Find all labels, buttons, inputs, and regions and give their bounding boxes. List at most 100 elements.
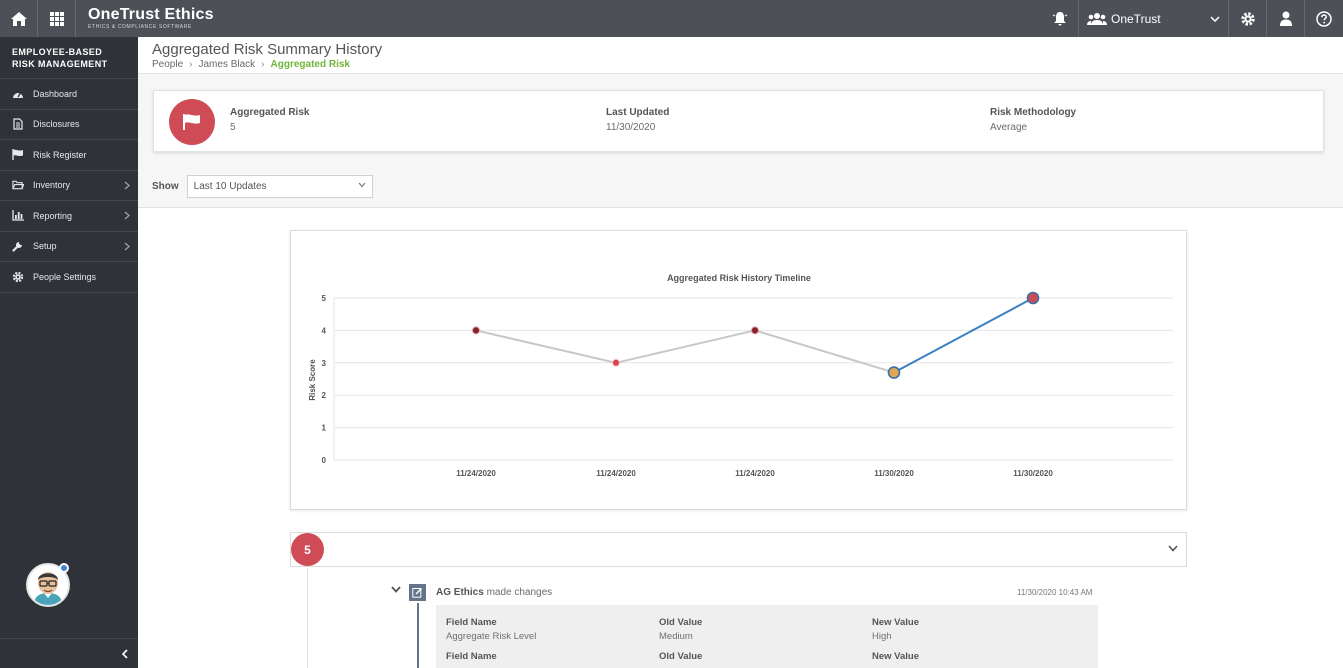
new-value-header: New Value — [872, 617, 919, 628]
field-name-value: Aggregate Risk Level — [446, 631, 537, 642]
sidebar: EMPLOYEE-BASED RISK MANAGEMENT Dashboard… — [0, 37, 138, 668]
brand-logo[interactable]: OneTrust Ethics ETHICS & COMPLIANCE SOFT… — [76, 0, 214, 37]
chart-y-tick-label: 4 — [322, 326, 327, 335]
sidebar-collapse-button[interactable] — [0, 638, 138, 668]
risk-flag-badge — [169, 99, 215, 145]
chevron-left-icon — [121, 648, 128, 659]
field-name-header: Field Name — [446, 651, 497, 662]
home-button[interactable] — [0, 0, 38, 37]
assistant-avatar[interactable] — [26, 563, 70, 607]
home-icon — [10, 11, 27, 26]
breadcrumb-separator-icon: › — [189, 59, 193, 70]
gear-icon — [1240, 11, 1255, 26]
flag-icon — [183, 114, 200, 130]
risk-methodology-label: Risk Methodology — [990, 107, 1077, 118]
entry-timeline-line — [417, 603, 419, 668]
header-divider — [138, 73, 1343, 74]
breadcrumb: People › James Black › Aggregated Risk — [152, 59, 350, 70]
dashboard-icon — [12, 88, 24, 100]
chart-y-tick-label: 5 — [322, 294, 327, 303]
history-entry-title: AG Ethics made changes — [436, 587, 552, 598]
new-value: High — [872, 631, 892, 642]
chevron-right-icon — [124, 242, 130, 250]
risk-history-chart-card: Aggregated Risk History Timeline Risk Sc… — [290, 230, 1187, 510]
section-divider — [138, 207, 1343, 208]
brand-name: OneTrust Ethics — [88, 6, 214, 23]
chevron-down-icon[interactable] — [1168, 545, 1178, 552]
show-label: Show — [152, 181, 179, 192]
chevron-down-icon — [1210, 15, 1220, 22]
chart-history-line — [475, 329, 895, 374]
chart-x-tick-label: 11/24/2020 — [735, 469, 775, 478]
old-value: Medium — [659, 631, 693, 642]
breadcrumb-separator-icon: › — [261, 59, 265, 70]
breadcrumb-person[interactable]: James Black — [198, 59, 256, 70]
chart-y-tick-label: 2 — [322, 391, 327, 400]
chart-x-tick-label: 11/30/2020 — [874, 469, 914, 478]
top-bar: OneTrust Ethics ETHICS & COMPLIANCE SOFT… — [0, 0, 1343, 37]
main-content: Aggregated Risk Summary History People ›… — [138, 37, 1343, 668]
sidebar-item-dashboard[interactable]: Dashboard — [0, 79, 138, 110]
risk-methodology-value: Average — [990, 122, 1028, 133]
flag-icon — [12, 149, 24, 161]
sidebar-item-disclosures[interactable]: Disclosures — [0, 110, 138, 140]
sidebar-item-risk-register[interactable]: Risk Register — [0, 140, 138, 171]
brand-subtitle: ETHICS & COMPLIANCE SOFTWARE — [88, 24, 192, 30]
change-row: Field Name Old Value New Value — [446, 651, 1096, 668]
help-button[interactable] — [1305, 0, 1343, 37]
sidebar-item-people-settings[interactable]: People Settings — [0, 262, 138, 293]
settings-button[interactable] — [1229, 0, 1267, 37]
breadcrumb-current: Aggregated Risk — [270, 59, 350, 70]
chart-data-point[interactable] — [887, 366, 901, 379]
last-updated-label: Last Updated — [606, 107, 670, 118]
bar-chart-icon — [12, 210, 24, 222]
show-selected-value: Last 10 Updates — [193, 181, 267, 192]
assistant-face-icon — [28, 565, 68, 605]
chevron-down-icon — [358, 182, 366, 188]
history-group-header[interactable] — [290, 532, 1187, 567]
bell-icon — [1052, 11, 1067, 25]
chart-data-point[interactable] — [1026, 291, 1040, 305]
entry-timestamp: 11/30/2020 10:43 AM — [1017, 588, 1093, 597]
show-filter: Show Last 10 Updates — [152, 175, 373, 198]
sidebar-item-label: Risk Register — [33, 149, 87, 160]
aggregated-risk-field: Aggregated Risk 5 — [230, 107, 309, 133]
aggregated-risk-value: 5 — [230, 122, 236, 133]
chart-data-point[interactable] — [751, 326, 759, 335]
breadcrumb-people[interactable]: People — [152, 59, 184, 70]
chart-x-tick-label: 11/24/2020 — [596, 469, 636, 478]
sidebar-item-label: People Settings — [33, 271, 97, 282]
chevron-right-icon — [124, 181, 130, 189]
sidebar-item-label: Inventory — [33, 180, 71, 191]
aggregated-risk-label: Aggregated Risk — [230, 107, 310, 118]
help-icon — [1316, 10, 1332, 27]
sidebar-item-reporting[interactable]: Reporting — [0, 201, 138, 232]
chart-y-tick-label: 3 — [322, 359, 327, 368]
sidebar-item-inventory[interactable]: Inventory — [0, 171, 138, 201]
timeline-line — [307, 568, 308, 668]
sidebar-item-label: Reporting — [33, 210, 73, 221]
grid-icon — [49, 11, 64, 26]
assistant-status-dot — [59, 563, 69, 573]
notifications-button[interactable] — [1041, 0, 1079, 37]
apps-grid-button[interactable] — [38, 0, 76, 37]
org-switcher[interactable]: OneTrust — [1079, 0, 1229, 37]
profile-button[interactable] — [1267, 0, 1305, 37]
sidebar-title: EMPLOYEE-BASED RISK MANAGEMENT — [0, 37, 138, 79]
new-value-header: New Value — [872, 651, 919, 662]
chevron-down-icon[interactable] — [391, 586, 401, 593]
gear-icon — [12, 271, 24, 283]
field-name-header: Field Name — [446, 617, 497, 628]
risk-methodology-field: Risk Methodology Average — [990, 107, 1076, 133]
page-title: Aggregated Risk Summary History — [152, 41, 383, 58]
show-updates-select[interactable]: Last 10 Updates — [186, 175, 373, 198]
chart-data-point[interactable] — [612, 358, 620, 367]
user-icon — [1279, 11, 1292, 26]
sidebar-item-setup[interactable]: Setup — [0, 232, 138, 262]
folder-icon — [12, 179, 24, 191]
chart-data-point[interactable] — [472, 326, 480, 335]
old-value-header: Old Value — [659, 617, 703, 628]
chart-y-axis-label: Risk Score — [308, 359, 317, 401]
chart-current-line — [893, 297, 1034, 374]
edit-entry-badge — [409, 584, 426, 601]
